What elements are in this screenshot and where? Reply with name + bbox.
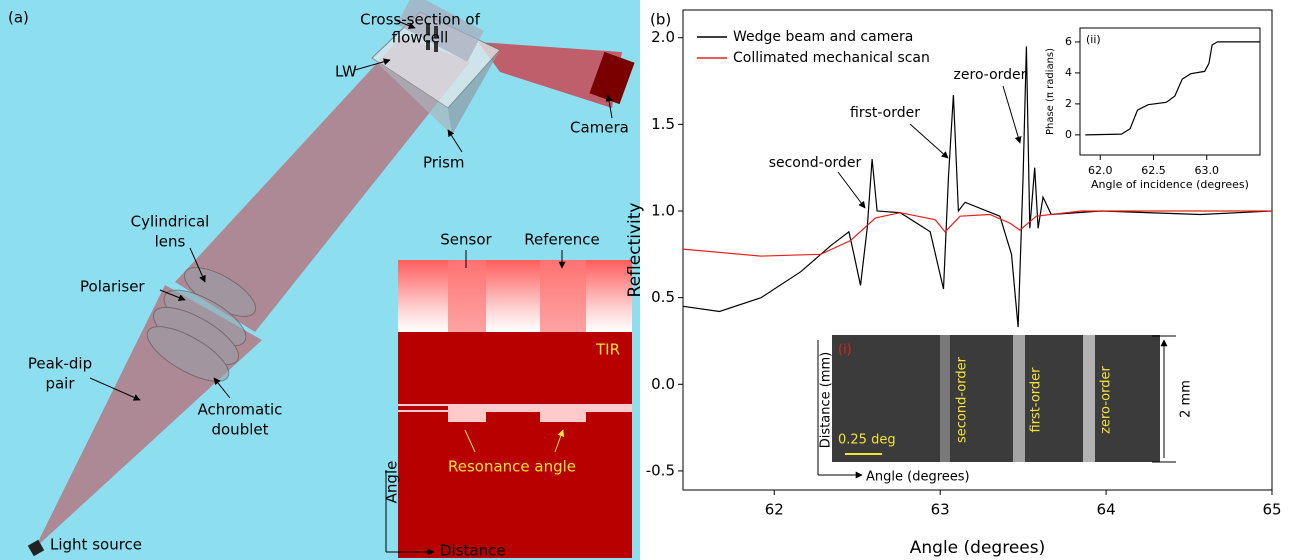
order-label: zero-order (1099, 366, 1114, 434)
panel-a: (a) Cross-section of flowcell LW Camera … (0, 0, 640, 560)
x-tick-label: 64 (1097, 501, 1116, 519)
label: Peak-dip (28, 355, 92, 373)
x-tick-label: 62.0 (1088, 164, 1113, 177)
order-label: first-order (1029, 367, 1044, 433)
annotation: first-order (850, 105, 920, 121)
label: Reference (524, 231, 600, 249)
label: Polariser (80, 278, 145, 296)
y-tick-label: 4 (1065, 66, 1072, 79)
label: lens (155, 233, 186, 251)
y-axis-label: Reflectivity (625, 203, 645, 298)
y-tick-label: 2 (1065, 97, 1072, 110)
label: pair (45, 375, 75, 393)
plot-frame (1080, 28, 1260, 155)
x-tick-label: 63.0 (1194, 164, 1219, 177)
label: Light source (50, 536, 142, 554)
inset-label: (i) (838, 343, 852, 358)
label: Cylindrical (131, 213, 210, 231)
annotation: second-order (769, 155, 862, 171)
label: flowcell (392, 29, 449, 47)
y-tick-label: 1.0 (651, 202, 675, 220)
legend-label: Wedge beam and camera (733, 29, 913, 45)
y-tick-label: 0.5 (651, 288, 675, 306)
inset-label: (ii) (1086, 33, 1101, 46)
height-label: 2 mm (1179, 380, 1194, 418)
y-tick-label: 0.0 (651, 375, 675, 393)
y-tick-label: 0 (1065, 128, 1072, 141)
axis-label: Angle (degrees) (866, 470, 970, 485)
annotation: zero-order (954, 67, 1027, 83)
label: Angle (383, 461, 401, 504)
y-tick-label: -0.5 (646, 461, 675, 479)
panel-label: (b) (650, 11, 671, 29)
figure: (a) Cross-section of flowcell LW Camera … (0, 0, 1290, 560)
label: Distance (440, 542, 506, 560)
y-tick-label: 1.5 (651, 115, 675, 133)
label: Camera (570, 119, 629, 137)
y-tick-label: 6 (1065, 35, 1072, 48)
x-axis-label: Angle (degrees) (910, 538, 1045, 558)
label: Prism (423, 154, 465, 172)
x-tick-label: 62.5 (1141, 164, 1166, 177)
y-axis-label: Phase (π radians) (1045, 48, 1056, 135)
panel-label: (a) (8, 9, 29, 27)
label: TIR (595, 341, 620, 359)
label: Resonance angle (448, 458, 576, 476)
order-label: second-order (955, 356, 970, 443)
x-axis-label: Angle of incidence (degrees) (1091, 178, 1249, 191)
mode-image (398, 260, 632, 558)
x-tick-label: 62 (765, 501, 784, 519)
label: Cross-section of (360, 11, 480, 29)
x-tick-label: 65 (1262, 501, 1281, 519)
label: LW (335, 63, 357, 81)
label: Sensor (440, 231, 492, 249)
label: Achromatic (198, 401, 283, 419)
axis-label: Distance (mm) (819, 352, 834, 448)
legend-label: Collimated mechanical scan (733, 50, 930, 66)
label: doublet (211, 421, 268, 439)
y-tick-label: 2.0 (651, 28, 675, 46)
scale-bar-label: 0.25 deg (838, 433, 896, 448)
x-tick-label: 63 (931, 501, 950, 519)
